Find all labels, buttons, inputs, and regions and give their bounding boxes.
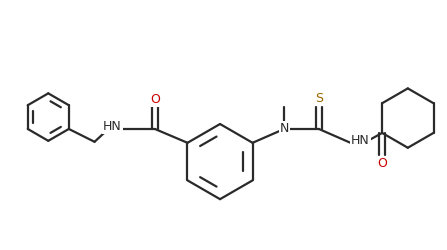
Text: O: O — [150, 93, 160, 106]
Text: HN: HN — [351, 134, 370, 147]
Text: S: S — [315, 92, 323, 105]
Text: HN: HN — [103, 120, 122, 134]
Text: N: N — [279, 122, 289, 136]
Text: O: O — [377, 157, 387, 170]
